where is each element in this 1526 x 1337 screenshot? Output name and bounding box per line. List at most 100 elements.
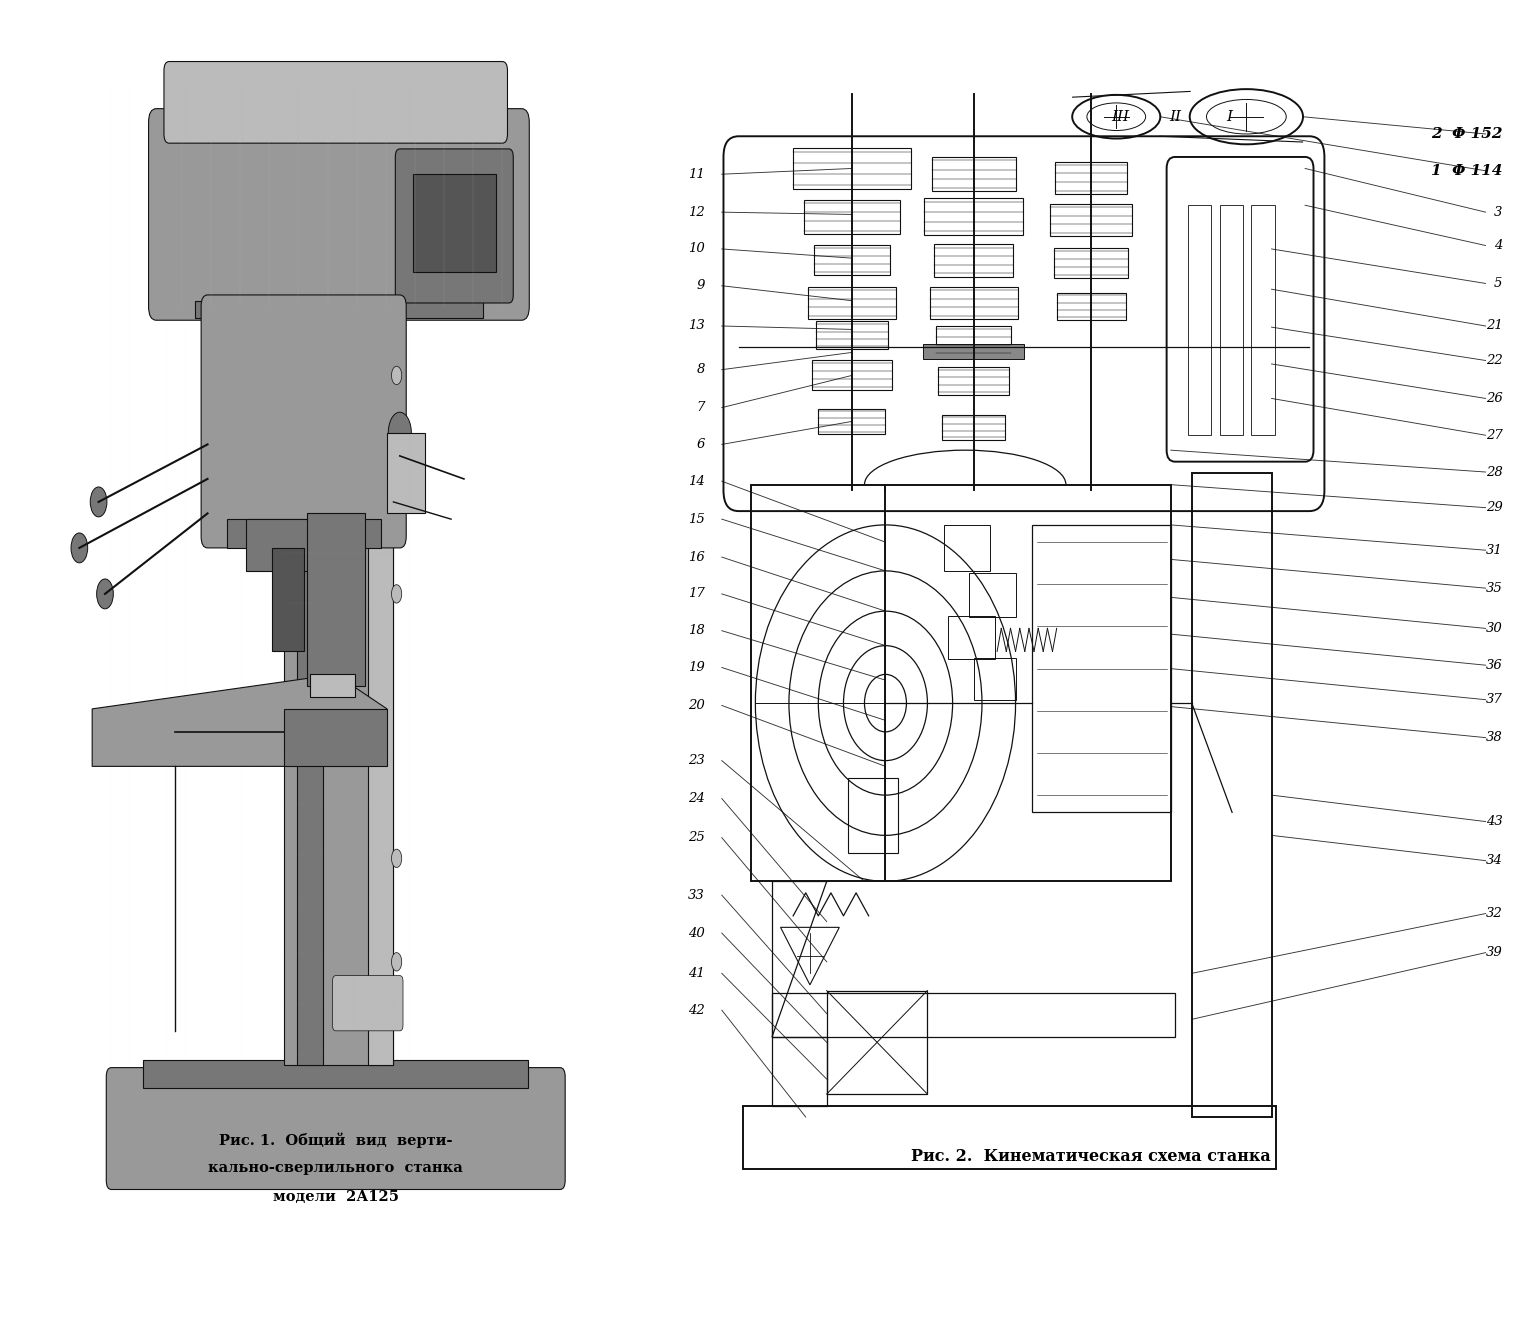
- Text: 13: 13: [688, 320, 705, 333]
- FancyBboxPatch shape: [333, 976, 403, 1031]
- Bar: [1187, 206, 1212, 436]
- Text: 4: 4: [1494, 239, 1502, 251]
- Text: 22: 22: [1486, 354, 1502, 366]
- Bar: [807, 287, 896, 320]
- Text: 20: 20: [688, 699, 705, 711]
- Text: 38: 38: [1486, 731, 1502, 745]
- Bar: [368, 203, 394, 1066]
- FancyBboxPatch shape: [148, 108, 530, 321]
- Bar: [969, 574, 1016, 616]
- Bar: [804, 199, 900, 234]
- Text: кально-сверлильного  станка: кально-сверлильного станка: [209, 1161, 462, 1175]
- Bar: [227, 519, 380, 548]
- Text: 16: 16: [688, 551, 705, 564]
- Bar: [284, 709, 388, 766]
- Circle shape: [72, 533, 87, 563]
- Text: 28: 28: [1486, 465, 1502, 479]
- Text: 33: 33: [688, 889, 705, 901]
- Circle shape: [392, 584, 401, 603]
- FancyBboxPatch shape: [201, 295, 406, 548]
- Text: II: II: [1169, 110, 1181, 124]
- Text: 14: 14: [688, 475, 705, 488]
- Text: III: III: [1111, 110, 1129, 124]
- Text: 31: 31: [1486, 544, 1502, 556]
- Bar: [272, 548, 304, 651]
- Bar: [1054, 247, 1128, 278]
- Text: 8: 8: [697, 364, 705, 376]
- Text: 34: 34: [1486, 854, 1502, 868]
- Text: 10: 10: [688, 242, 705, 255]
- Text: 11: 11: [688, 167, 705, 180]
- Bar: [751, 484, 1170, 881]
- Text: 2  Φ 152: 2 Φ 152: [1431, 127, 1502, 140]
- Bar: [1219, 206, 1244, 436]
- FancyBboxPatch shape: [107, 1068, 565, 1190]
- Bar: [1056, 162, 1126, 194]
- Circle shape: [392, 849, 401, 868]
- Bar: [307, 513, 365, 686]
- Bar: [794, 148, 911, 189]
- Circle shape: [90, 487, 107, 517]
- Bar: [310, 674, 356, 698]
- Text: модели  2А125: модели 2А125: [273, 1190, 398, 1203]
- Text: 25: 25: [688, 832, 705, 844]
- Text: 23: 23: [688, 754, 705, 767]
- Bar: [1056, 293, 1126, 321]
- Text: 6: 6: [697, 439, 705, 451]
- Text: 42: 42: [688, 1004, 705, 1016]
- Bar: [143, 1059, 528, 1088]
- Text: 21: 21: [1486, 320, 1502, 333]
- Circle shape: [392, 953, 401, 971]
- Bar: [815, 246, 890, 275]
- Circle shape: [388, 412, 412, 453]
- Polygon shape: [92, 674, 388, 766]
- Bar: [1192, 473, 1271, 1118]
- Text: 27: 27: [1486, 429, 1502, 441]
- Bar: [1032, 525, 1170, 813]
- FancyBboxPatch shape: [395, 148, 513, 303]
- Bar: [935, 326, 1012, 356]
- Bar: [929, 287, 1018, 320]
- Text: 30: 30: [1486, 622, 1502, 635]
- Text: 18: 18: [688, 624, 705, 638]
- Text: 24: 24: [688, 792, 705, 805]
- Bar: [848, 778, 897, 853]
- Text: 12: 12: [688, 206, 705, 219]
- Bar: [818, 409, 885, 435]
- Text: 17: 17: [688, 587, 705, 600]
- Bar: [284, 203, 394, 1066]
- Bar: [923, 345, 1024, 360]
- Bar: [816, 321, 888, 349]
- Bar: [388, 433, 426, 513]
- Text: 41: 41: [688, 967, 705, 980]
- Text: 43: 43: [1486, 816, 1502, 828]
- Text: 39: 39: [1486, 947, 1502, 959]
- Bar: [772, 993, 1175, 1036]
- Bar: [931, 156, 1016, 191]
- Text: 40: 40: [688, 927, 705, 940]
- Bar: [246, 519, 310, 571]
- Bar: [938, 368, 1009, 394]
- Text: Рис. 1.  Общий  вид  верти-: Рис. 1. Общий вид верти-: [218, 1132, 453, 1147]
- Text: 7: 7: [697, 401, 705, 414]
- Bar: [412, 174, 496, 271]
- Text: 3: 3: [1494, 206, 1502, 219]
- FancyBboxPatch shape: [163, 62, 508, 143]
- Circle shape: [96, 579, 113, 608]
- Bar: [1050, 205, 1132, 237]
- Bar: [942, 414, 1006, 440]
- Text: 35: 35: [1486, 582, 1502, 595]
- Bar: [298, 203, 324, 1066]
- Text: Рис. 2.  Кинематическая схема станка: Рис. 2. Кинематическая схема станка: [911, 1148, 1271, 1165]
- Bar: [949, 616, 995, 659]
- Text: 15: 15: [688, 512, 705, 525]
- Bar: [945, 525, 990, 571]
- Bar: [827, 991, 928, 1094]
- Bar: [1251, 206, 1274, 436]
- Text: 5: 5: [1494, 277, 1502, 290]
- Bar: [974, 658, 1016, 699]
- Bar: [812, 361, 891, 390]
- Circle shape: [392, 366, 401, 385]
- Text: 9: 9: [697, 279, 705, 293]
- Text: 36: 36: [1486, 659, 1502, 671]
